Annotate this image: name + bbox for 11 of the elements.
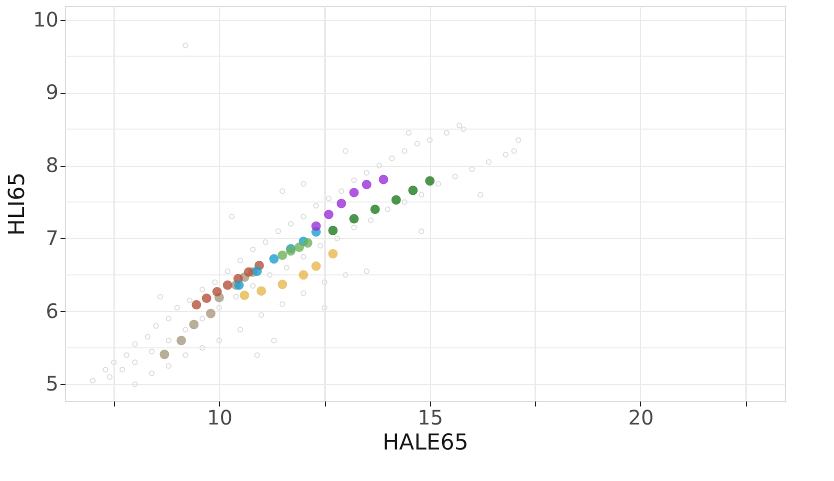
y-tick-label: 6 [46, 298, 58, 323]
y-tick-label: 8 [46, 153, 58, 178]
x-axis-title: HALE65 [382, 430, 468, 456]
y-tick-label: 10 [33, 7, 58, 32]
y-axis-title: HLI65 [5, 172, 30, 236]
x-tick-label: 10 [206, 406, 232, 430]
x-tick-label: 20 [628, 406, 654, 430]
y-tick-label: 5 [46, 372, 58, 396]
y-tick-label: 9 [46, 80, 58, 104]
y-tick-label: 7 [46, 226, 58, 250]
x-tick-label: 15 [418, 406, 444, 430]
